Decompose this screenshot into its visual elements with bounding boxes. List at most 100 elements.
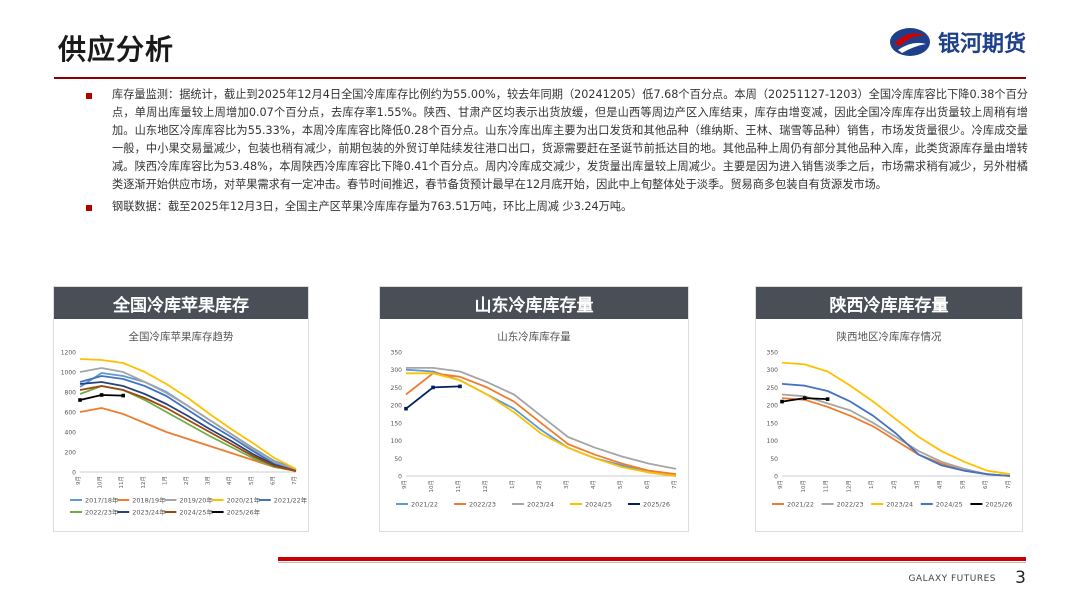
legend-item: 2023/24 bbox=[512, 501, 554, 509]
company-logo: 银河期货 bbox=[888, 26, 1026, 58]
legend-item: 2023/24 bbox=[871, 501, 913, 509]
legend-label: 2020/21年 bbox=[227, 496, 261, 505]
x-tick-label: 6月 bbox=[644, 480, 651, 489]
series-line bbox=[781, 361, 1011, 476]
y-tick-label: 200 bbox=[65, 450, 77, 457]
legend-label: 2021/22 bbox=[411, 501, 438, 509]
legend-item: 2025/26 bbox=[628, 501, 670, 509]
legend-label: 2022/23 bbox=[469, 501, 496, 509]
x-tick-label: 9月 bbox=[75, 476, 82, 485]
legend-item: 2022/23年 bbox=[70, 508, 119, 517]
legend-label: 2017/18年 bbox=[85, 496, 119, 505]
logo-text: 银河期货 bbox=[937, 32, 1026, 57]
y-tick-label: 50 bbox=[394, 456, 402, 463]
x-tick-label: 4月 bbox=[937, 480, 944, 489]
footer-bar bbox=[278, 557, 1026, 561]
legend-label: 2024/25年 bbox=[179, 508, 213, 517]
x-tick-label: 11月 bbox=[118, 476, 125, 489]
x-tick-label: 10月 bbox=[800, 480, 807, 493]
series-line bbox=[79, 381, 297, 472]
legend-label: 2023/24 bbox=[886, 501, 913, 509]
y-tick-label: 1000 bbox=[61, 370, 76, 377]
x-tick-label: 2月 bbox=[536, 480, 543, 489]
y-tick-label: 150 bbox=[391, 420, 403, 427]
x-tick-label: 10月 bbox=[97, 476, 104, 489]
series-line bbox=[79, 367, 297, 471]
x-tick-label: 1月 bbox=[161, 476, 168, 485]
y-tick-label: 0 bbox=[72, 470, 76, 477]
chart-shaanxi-title: 陕西地区冷库库存情况 bbox=[836, 331, 942, 343]
legend-label: 2022/23 bbox=[837, 501, 864, 509]
series-line bbox=[781, 393, 1011, 477]
x-tick-label: 6月 bbox=[982, 480, 989, 489]
legend-item: 2021/22 bbox=[772, 501, 814, 509]
x-tick-label: 7月 bbox=[671, 480, 678, 489]
chart-shandong-title: 山东冷库库存量 bbox=[497, 331, 571, 343]
header-divider bbox=[54, 77, 1026, 79]
series-line bbox=[79, 375, 297, 472]
legend-item: 2021/22 bbox=[396, 501, 438, 509]
chart-national: 0 200 400 600 800 1000 1200 9月 10月 11月 12月 1月 2月 3月 4月… bbox=[61, 350, 308, 517]
x-tick-label: 7月 bbox=[1005, 480, 1012, 489]
legend-label: 2025/26年 bbox=[227, 508, 261, 517]
series-line bbox=[781, 383, 1011, 477]
y-tick-label: 250 bbox=[391, 385, 403, 392]
text-body: 库存量监测：据统计，截止到2025年12月4日全国冷库库存比例约为55.00%，… bbox=[84, 86, 1028, 220]
legend-item: 2019/20年 bbox=[164, 496, 213, 505]
x-tick-label: 11月 bbox=[455, 480, 462, 493]
y-tick-label: 800 bbox=[65, 390, 77, 397]
y-tick-label: 600 bbox=[65, 410, 77, 417]
legend-label: 2018/19年 bbox=[132, 496, 166, 505]
legend-item: 2024/25年 bbox=[164, 508, 213, 517]
y-tick-label: 100 bbox=[767, 438, 779, 445]
panel-shaanxi: 陕西冷库库存量 陕西地区冷库库存情况 0 50 100 150 200 250 300 350… bbox=[755, 286, 1023, 532]
series-line bbox=[406, 367, 677, 470]
series-point bbox=[458, 384, 462, 389]
x-tick-label: 1月 bbox=[509, 480, 516, 489]
legend-label: 2022/23年 bbox=[85, 508, 119, 517]
panel-shandong: 山东冷库库存量 山东冷库库存量 0 50 100 150 200 250 300 350 9月 1… bbox=[379, 286, 689, 532]
legend-item: 2022/23 bbox=[821, 501, 864, 509]
y-tick-label: 100 bbox=[391, 438, 403, 445]
y-tick-label: 350 bbox=[767, 350, 779, 357]
x-tick-label: 3月 bbox=[205, 476, 212, 485]
x-tick-label: 3月 bbox=[563, 480, 570, 489]
x-tick-label: 5月 bbox=[617, 480, 624, 489]
x-tick-label: 4月 bbox=[590, 480, 597, 489]
x-tick-label: 7月 bbox=[291, 476, 298, 485]
legend-label: 2025/26 bbox=[985, 501, 1012, 509]
panel-shandong-header: 山东冷库库存量 bbox=[380, 287, 688, 319]
page-number: 3 bbox=[1015, 568, 1026, 588]
legend-item: 2022/23 bbox=[454, 501, 496, 509]
y-tick-label: 300 bbox=[391, 367, 403, 374]
legend-label: 2021/22 bbox=[787, 501, 814, 509]
panel-shaanxi-header: 陕西冷库库存量 bbox=[756, 287, 1022, 319]
x-tick-label: 5月 bbox=[248, 476, 255, 485]
x-tick-label: 6月 bbox=[269, 476, 276, 485]
footer-line bbox=[278, 562, 1026, 563]
series-line bbox=[406, 372, 677, 477]
series-point bbox=[99, 393, 104, 397]
legend-label: 2025/26 bbox=[643, 501, 670, 509]
legend-item: 2020/21年 bbox=[211, 496, 261, 505]
legend-item: 2017/18年 bbox=[70, 496, 119, 505]
chart-national-title: 全国冷库苹果库存趋势 bbox=[128, 331, 234, 343]
legend-label: 2024/25 bbox=[585, 501, 612, 509]
x-tick-label: 12月 bbox=[482, 480, 489, 493]
series-line bbox=[79, 358, 297, 470]
series-point bbox=[825, 397, 830, 401]
y-tick-label: 150 bbox=[767, 420, 779, 427]
page-title: 供应分析 bbox=[58, 33, 175, 66]
legend-label: 2023/24 bbox=[527, 501, 554, 509]
legend-item: 2021/22年 bbox=[258, 496, 308, 505]
series-point bbox=[780, 399, 784, 404]
footer-brand: GALAXY FUTURES bbox=[908, 574, 996, 584]
x-tick-label: 2月 bbox=[183, 476, 190, 485]
y-tick-label: 350 bbox=[391, 350, 403, 357]
series-point bbox=[78, 398, 82, 402]
bullet-inventory-monitor: 库存量监测：据统计，截止到2025年12月4日全国冷库库存比例约为55.00%，… bbox=[84, 86, 1028, 194]
series-line bbox=[405, 385, 461, 410]
x-tick-label: 4月 bbox=[226, 476, 233, 485]
series-line bbox=[405, 372, 677, 476]
series-line bbox=[79, 385, 297, 472]
